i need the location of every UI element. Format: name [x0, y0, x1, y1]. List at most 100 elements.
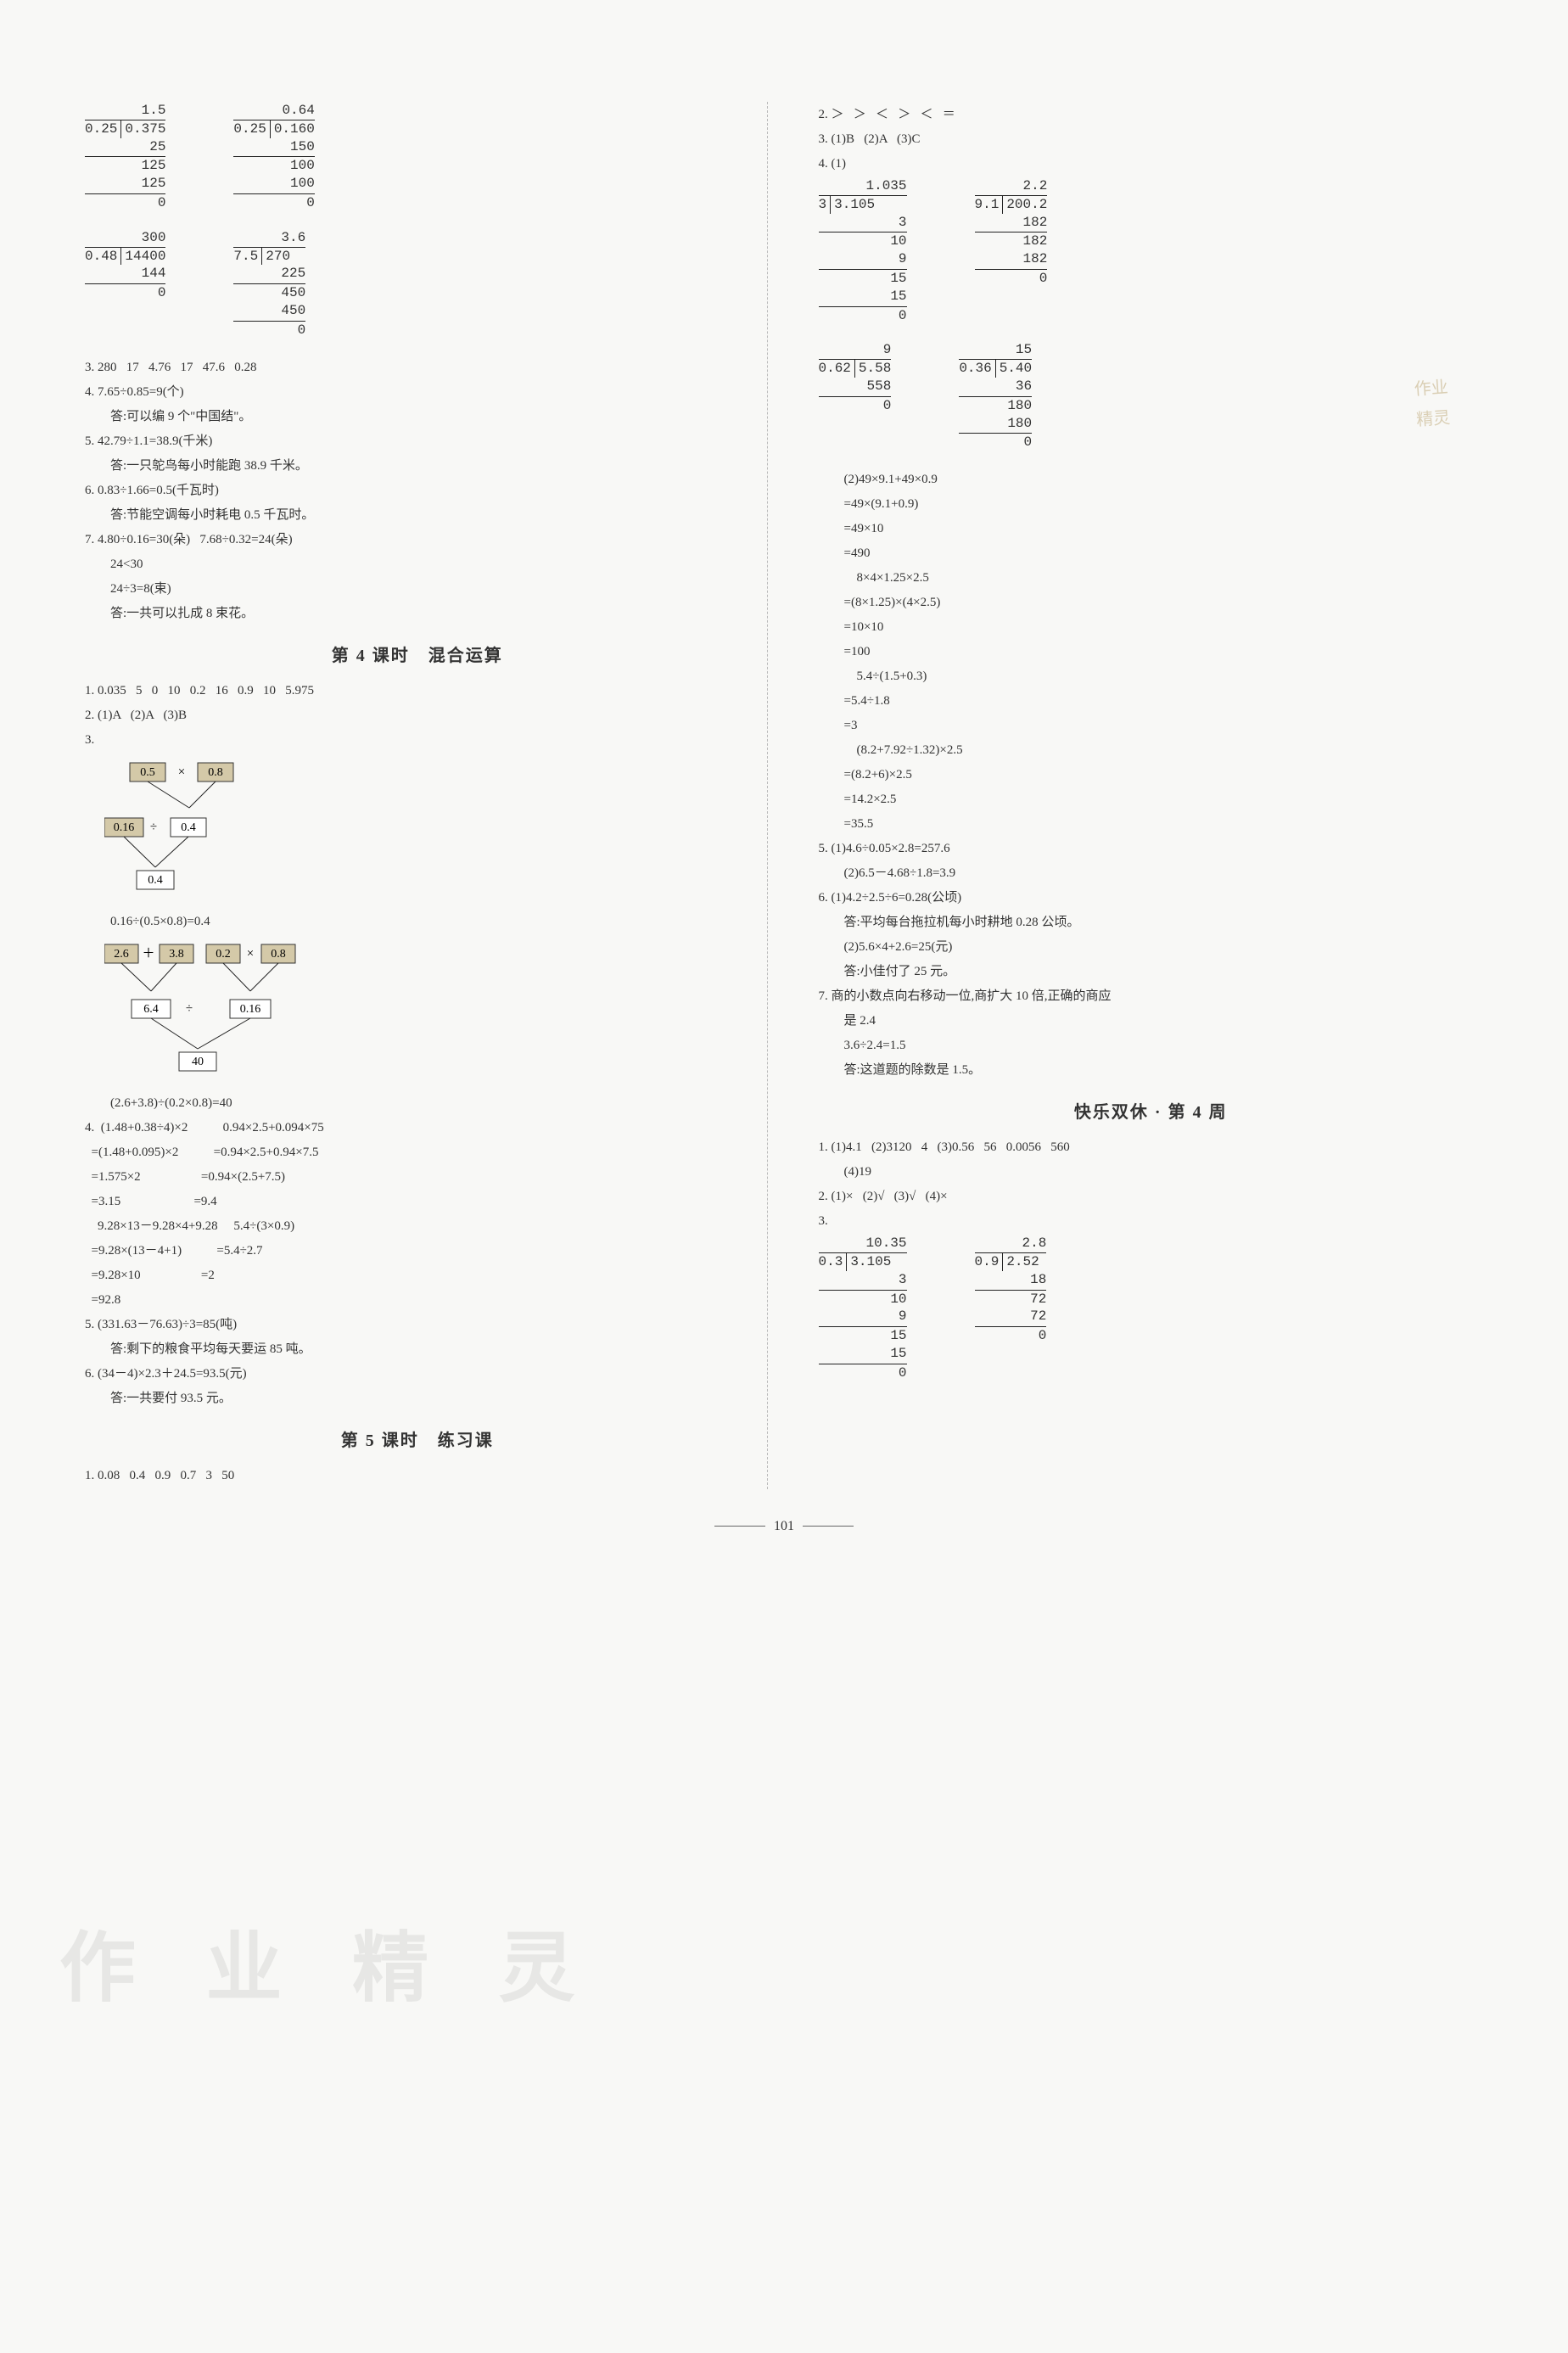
p42-line: (8.2+7.92÷1.32)×2.5: [819, 739, 1484, 762]
ld2-dividend: 0.160: [270, 120, 315, 138]
stamp-line1: 作业: [1414, 373, 1449, 406]
p42-line: =49×(9.1+0.9): [819, 493, 1484, 516]
ld1-step: 25: [85, 138, 165, 156]
r-q3-line: 3. (1)B (2)A (3)C: [819, 128, 1484, 151]
ld5-dividend: 3.105: [830, 196, 875, 214]
q6b-line: 答:节能空调每小时耗电 0.5 千瓦时。: [85, 504, 750, 527]
ld6-step: 182: [975, 250, 1048, 268]
ld3-quotient: 300: [85, 229, 165, 248]
ld10-quotient: 2.8: [975, 1235, 1047, 1253]
c4-5a-line: 5. (331.63－76.63)÷3=85(吨): [85, 1314, 750, 1336]
c4-4-line: 9.28×13－9.28×4+9.28 5.4÷(3×0.9): [85, 1215, 750, 1238]
c4-4-line: =9.28×10 =2: [85, 1264, 750, 1287]
svg-text:0.4: 0.4: [181, 821, 196, 834]
ld2-step: 150: [233, 138, 314, 156]
watermark-text: 作 业 精 灵: [59, 1901, 601, 2038]
ld8-dividend: 5.40: [995, 360, 1032, 378]
w4-3-line: 3.: [819, 1210, 1484, 1233]
ld6-dividend: 200.2: [1002, 196, 1047, 214]
ld2-step: 100: [233, 156, 314, 175]
w4-2-line: 2. (1)× (2)√ (3)√ (4)×: [819, 1185, 1484, 1208]
p42-line: =35.5: [819, 813, 1484, 836]
ld5-step: 10: [819, 232, 907, 250]
ld4-step: 225: [233, 265, 305, 283]
r-q6c-line: (2)5.6×4+2.6=25(元): [819, 936, 1484, 959]
r-q7b-line: 是 2.4: [819, 1010, 1484, 1033]
r-q7d-line: 答:这道题的除数是 1.5。: [819, 1059, 1484, 1082]
ld6-step: 182: [975, 214, 1048, 232]
c4-4-line: 4. (1.48+0.38÷4)×2 0.94×2.5+0.094×75: [85, 1117, 750, 1140]
ld9-step: 15: [819, 1345, 907, 1363]
c5-1-line: 1. 0.08 0.4 0.9 0.7 3 50: [85, 1465, 750, 1487]
p42-line: 8×4×1.25×2.5: [819, 567, 1484, 590]
p42-line: =49×10: [819, 518, 1484, 541]
long-division-2: 0.64 0.25 0.160 150 100 100 0: [233, 102, 314, 212]
q7b-line: 24<30: [85, 553, 750, 576]
ld7-dividend: 5.58: [854, 360, 891, 378]
ld6-quotient: 2.2: [975, 177, 1048, 196]
ld8-step: 180: [959, 396, 1032, 415]
ld1-dividend: 0.375: [120, 120, 165, 138]
w4-1b-line: (4)19: [819, 1161, 1484, 1184]
ld8-quotient: 15: [959, 341, 1032, 360]
page-number: 101: [68, 1515, 1500, 1539]
r-q6d-line: 答:小佳付了 25 元。: [819, 961, 1484, 983]
ld10-step: 0: [975, 1326, 1047, 1345]
ld7-step: 558: [819, 378, 892, 395]
ld2-step: 100: [233, 175, 314, 193]
ld9-step: 3: [819, 1271, 907, 1289]
ld4-step: 0: [233, 321, 305, 339]
r-q7a-line: 7. 商的小数点向右移动一位,商扩大 10 倍,正确的商应: [819, 985, 1484, 1008]
svg-text:40: 40: [192, 1056, 204, 1068]
svg-text:÷: ÷: [149, 821, 156, 834]
c4-4-line: =92.8: [85, 1289, 750, 1312]
ld3-dividend: 14400: [120, 248, 165, 266]
c4-4-line: =9.28×(13－4+1) =5.4÷2.7: [85, 1240, 750, 1263]
ld4-divisor: 7.5: [233, 248, 261, 266]
heading-lesson5: 第 5 课时 练习课: [85, 1426, 750, 1456]
stamp: 作业 精灵: [1414, 373, 1452, 436]
p42-line: =3: [819, 714, 1484, 737]
ld2-step: 0: [233, 193, 314, 212]
long-division-row-1: 1.5 0.25 0.375 25 125 125 0 0.64 0.25 0.…: [85, 102, 750, 212]
q7d-line: 答:一共可以扎成 8 束花。: [85, 602, 750, 625]
svg-text:3.8: 3.8: [169, 948, 184, 961]
q5a-line: 5. 42.79÷1.1=38.9(千米): [85, 430, 750, 453]
ld5-quotient: 1.035: [819, 177, 907, 196]
p42-line: =14.2×2.5: [819, 788, 1484, 811]
p42-line: =10×10: [819, 616, 1484, 639]
c4-6a-line: 6. (34－4)×2.3＋24.5=93.5(元): [85, 1363, 750, 1386]
long-division-9: 10.35 0.3 3.105 3 10 9 15 15 0: [819, 1235, 907, 1381]
long-division-3: 300 0.48 14400 144 0: [85, 229, 165, 339]
ld6-step: 182: [975, 232, 1048, 250]
q7a-line: 7. 4.80÷0.16=30(朵) 7.68÷0.32=24(朵): [85, 529, 750, 552]
ld9-dividend: 3.105: [846, 1253, 891, 1271]
ld7-divisor: 0.62: [819, 360, 854, 378]
ld2-quotient: 0.64: [233, 102, 314, 120]
ld9-quotient: 10.35: [819, 1235, 907, 1253]
c4-1-line: 1. 0.035 5 0 10 0.2 16 0.9 10 5.975: [85, 680, 750, 703]
svg-text:×: ×: [177, 765, 184, 779]
ld3-divisor: 0.48: [85, 248, 120, 266]
stamp-line2: 精灵: [1415, 403, 1451, 436]
long-division-row-r1: 1.035 3 3.105 3 10 9 15 15 0 2.2 9.1 200…: [819, 177, 1484, 324]
tree1-eq: 0.16÷(0.5×0.8)=0.4: [85, 910, 750, 933]
svg-text:0.4: 0.4: [148, 874, 163, 887]
long-division-8: 15 0.36 5.40 36 180 180 0: [959, 341, 1032, 451]
ld8-step: 0: [959, 433, 1032, 451]
ld3-step: 0: [85, 283, 165, 302]
ld6-step: 0: [975, 269, 1048, 288]
c4-4-line: =3.15 =9.4: [85, 1191, 750, 1213]
long-division-6: 2.2 9.1 200.2 182 182 182 0: [975, 177, 1048, 324]
ld9-step: 9: [819, 1308, 907, 1325]
ld5-step: 15: [819, 288, 907, 305]
long-division-1: 1.5 0.25 0.375 25 125 125 0: [85, 102, 165, 212]
p42-line: =5.4÷1.8: [819, 690, 1484, 713]
ld8-step: 36: [959, 378, 1032, 395]
ld3-step: 144: [85, 265, 165, 283]
p42-line: =(8×1.25)×(4×2.5): [819, 591, 1484, 614]
ld10-dividend: 2.52: [1002, 1253, 1039, 1271]
ld2-divisor: 0.25: [233, 120, 269, 138]
long-division-4: 3.6 7.5 270 225 450 450 0: [233, 229, 305, 339]
ld1-quotient: 1.5: [85, 102, 165, 120]
